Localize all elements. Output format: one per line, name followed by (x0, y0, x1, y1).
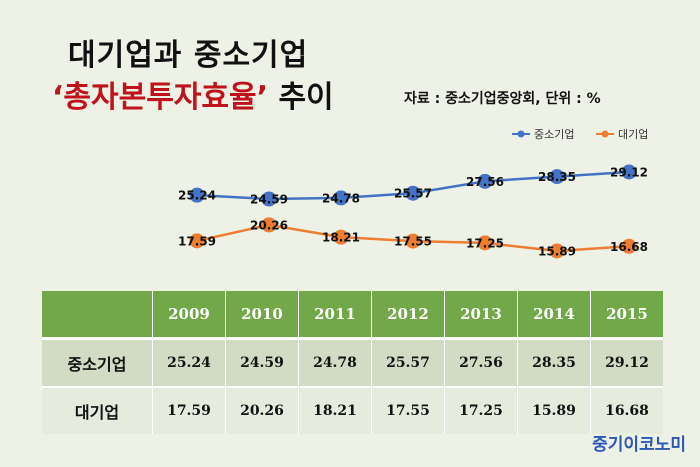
data-label: 27.56 (466, 175, 504, 189)
data-table: 2009 2010 2011 2012 2013 2014 2015 중소기업 … (42, 291, 663, 434)
table-cell: 25.57 (372, 340, 445, 388)
data-point (261, 191, 277, 207)
table-header-year: 2010 (226, 291, 299, 340)
table-row-label: 대기업 (42, 388, 153, 434)
chart-title-line2: ‘총자본투자효율’ 추이 (52, 72, 334, 116)
data-label: 20.26 (250, 218, 288, 232)
title-highlight: ‘총자본투자효율’ (52, 80, 268, 115)
title-suffix: 추이 (268, 80, 334, 115)
table-cell: 29.12 (591, 340, 663, 388)
data-label: 16.68 (610, 240, 648, 254)
data-label: 18.21 (322, 231, 360, 245)
table-header-year: 2013 (445, 291, 518, 340)
data-point (477, 235, 493, 251)
data-label: 24.59 (250, 193, 288, 207)
data-point (333, 229, 349, 245)
data-point (477, 173, 493, 189)
data-point (333, 190, 349, 206)
table-header-blank (42, 291, 153, 340)
legend-swatch-marker (601, 130, 609, 138)
data-point (261, 217, 277, 233)
data-point (549, 243, 565, 259)
table-cell: 18.21 (299, 388, 372, 434)
brand-logo-text: 중기이코노미 (592, 435, 686, 455)
table-cell: 24.78 (299, 340, 372, 388)
data-point (621, 164, 637, 180)
table-header-year: 2015 (591, 291, 663, 340)
data-label: 17.25 (466, 236, 504, 250)
data-label: 15.89 (538, 245, 576, 259)
chart-title-line1: 대기업과 중소기업 (68, 38, 309, 73)
table-header-year: 2012 (372, 291, 445, 340)
data-label: 17.55 (394, 235, 432, 249)
data-point (621, 238, 637, 254)
data-label: 24.78 (322, 191, 360, 205)
data-label: 25.57 (394, 187, 432, 201)
data-label: 29.12 (610, 166, 648, 180)
legend-swatch-marker (517, 130, 525, 138)
source-note: 자료 : 중소기업중앙회, 단위 : % (404, 91, 601, 107)
data-point (189, 187, 205, 203)
legend-label: 중소기업 (534, 128, 574, 141)
table-cell: 24.59 (226, 340, 299, 388)
data-point (549, 169, 565, 185)
data-label: 25.24 (178, 189, 216, 203)
line-chart: 중소기업 대기업 25.24 24.59 24.78 25.57 27.56 28.35 29.… (178, 128, 648, 259)
table-cell: 17.25 (445, 388, 518, 434)
table-cell: 16.68 (591, 388, 663, 434)
table-row: 중소기업 25.24 24.59 24.78 25.57 27.56 28.35… (42, 340, 663, 388)
data-point (405, 185, 421, 201)
table-cell: 20.26 (226, 388, 299, 434)
table-header-year: 2009 (153, 291, 226, 340)
table-header-row: 2009 2010 2011 2012 2013 2014 2015 (42, 291, 663, 340)
table-header-year: 2014 (518, 291, 591, 340)
table-cell: 27.56 (445, 340, 518, 388)
table-row-label: 중소기업 (42, 340, 153, 388)
table-cell: 28.35 (518, 340, 591, 388)
data-label: 28.35 (538, 170, 576, 184)
legend-label: 대기업 (618, 128, 648, 141)
data-label: 17.59 (178, 234, 216, 248)
table-cell: 25.24 (153, 340, 226, 388)
table-cell: 15.89 (518, 388, 591, 434)
table-cell: 17.55 (372, 388, 445, 434)
data-point (405, 233, 421, 249)
data-point (189, 233, 205, 249)
table-cell: 17.59 (153, 388, 226, 434)
table-row: 대기업 17.59 20.26 18.21 17.55 17.25 15.89 … (42, 388, 663, 434)
table-header-year: 2011 (299, 291, 372, 340)
